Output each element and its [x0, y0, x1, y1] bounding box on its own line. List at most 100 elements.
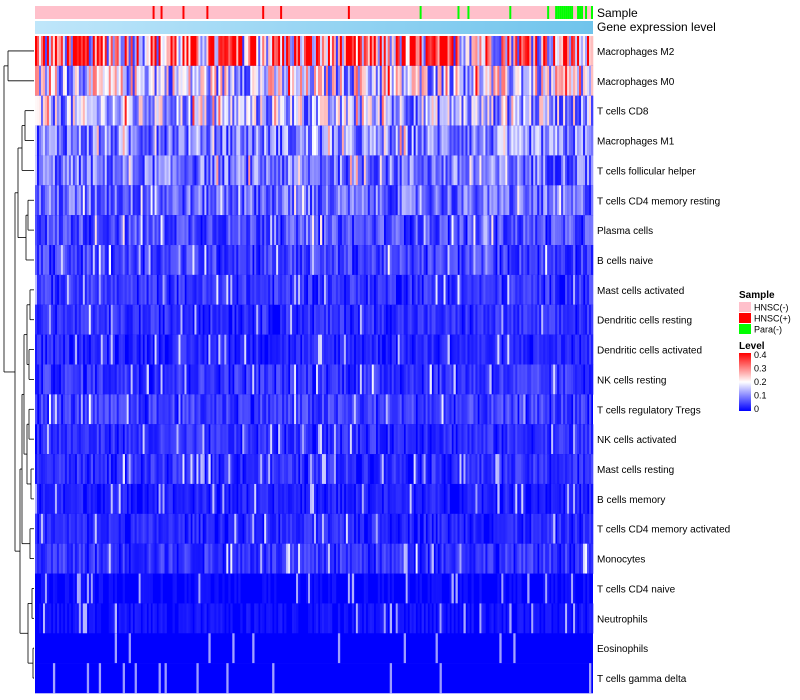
heatmap-cell: [417, 274, 420, 306]
heatmap-cell: [66, 274, 70, 306]
heatmap-cell: [308, 65, 311, 97]
heatmap-cell: [429, 155, 432, 186]
heatmap-cell: [38, 155, 42, 186]
heatmap-cell: [168, 95, 171, 126]
heatmap-cell: [441, 454, 444, 485]
heatmap-cell: [413, 65, 416, 97]
heatmap-cell: [429, 245, 432, 276]
heatmap-cell: [112, 245, 116, 276]
heatmap-cell: [90, 513, 94, 544]
heatmap-cell: [208, 394, 211, 425]
heatmap-cell: [505, 513, 508, 544]
heatmap-cell: [208, 454, 211, 485]
heatmap-cell: [238, 65, 241, 97]
heatmap-cell: [274, 185, 277, 216]
heatmap-cell: [180, 603, 183, 634]
heatmap-cell: [294, 543, 297, 574]
heatmap-cell: [523, 65, 526, 97]
heatmap-cell: [351, 155, 355, 186]
heatmap-cell: [106, 215, 110, 246]
heatmap-cell: [517, 573, 520, 604]
heatmap-cell: [148, 274, 151, 306]
heatmap-cell: [184, 36, 187, 67]
heatmap-cell: [493, 394, 496, 425]
heatmap-cell: [545, 65, 548, 97]
heatmap-cell: [308, 573, 311, 604]
heatmap-cell: [274, 155, 277, 186]
heatmap-cell: [485, 334, 488, 365]
heatmap-cell: [46, 36, 50, 67]
heatmap-cell: [579, 155, 582, 186]
heatmap-cell: [341, 245, 345, 276]
heatmap-cell: [581, 394, 584, 425]
heatmap-cell: [270, 36, 273, 67]
heatmap-cell: [339, 274, 343, 306]
heatmap-cell: [479, 573, 482, 604]
heatmap-cell: [122, 215, 125, 246]
heatmap-cell: [535, 215, 538, 246]
heatmap-cell: [523, 424, 526, 455]
heatmap-cell: [503, 543, 506, 574]
heatmap-cell: [276, 125, 279, 156]
heatmap-cell: [282, 215, 285, 246]
heatmap-cell: [365, 65, 369, 97]
heatmap-cell: [457, 364, 460, 395]
heatmap-cell: [186, 603, 189, 634]
heatmap-cell: [216, 125, 219, 156]
heatmap-cell: [96, 364, 100, 395]
heatmap-cell: [98, 65, 102, 97]
heatmap-cell: [591, 424, 594, 455]
heatmap-cell: [355, 274, 359, 306]
heatmap-cell: [489, 543, 492, 574]
heatmap-cell: [341, 334, 345, 365]
heatmap-cell: [62, 424, 66, 455]
heatmap-cell: [329, 155, 333, 186]
heatmap-cell: [451, 245, 454, 276]
heatmap-cell: [76, 424, 80, 455]
heatmap-cell: [40, 95, 44, 126]
heatmap-cell: [244, 513, 247, 544]
heatmap-cell: [232, 424, 235, 455]
heatmap-cell: [347, 543, 351, 574]
heatmap-cell: [343, 65, 347, 97]
heatmap-cell: [553, 125, 556, 156]
heatmap-cell: [545, 364, 548, 395]
heatmap-cell: [246, 394, 249, 425]
heatmap-cell: [513, 95, 516, 126]
heatmap-cell: [349, 543, 353, 574]
heatmap-cell: [268, 334, 271, 365]
heatmap-cell: [565, 95, 568, 126]
heatmap-cell: [573, 424, 576, 455]
heatmap-cell: [575, 185, 578, 216]
heatmap-cell: [483, 125, 486, 156]
heatmap-cell: [172, 274, 175, 306]
row-dendrogram: [3, 50, 34, 679]
heatmap-cell: [114, 245, 117, 276]
heatmap-cell: [82, 603, 86, 634]
heatmap-cell: [286, 36, 289, 67]
heatmap-cell: [393, 95, 396, 126]
heatmap-cell: [124, 483, 127, 515]
heatmap-cell: [282, 394, 285, 425]
heatmap-cell: [250, 245, 253, 276]
heatmap-cell: [148, 394, 151, 425]
heatmap-cell: [501, 95, 504, 126]
heatmap-cell: [515, 185, 518, 216]
heatmap-cell: [242, 543, 245, 574]
heatmap-cell: [152, 215, 155, 246]
heatmap-cell: [347, 245, 351, 276]
heatmap-cell: [238, 125, 241, 156]
heatmap-cell: [403, 483, 406, 515]
heatmap-cell: [156, 245, 159, 276]
heatmap-cell: [132, 513, 135, 544]
heatmap-cell: [170, 65, 173, 97]
heatmap-cell: [455, 454, 458, 485]
heatmap-cell: [473, 454, 476, 485]
heatmap-cell: [274, 215, 277, 246]
heatmap-cell: [433, 454, 436, 485]
heatmap-body: [35, 36, 594, 694]
heatmap-cell: [493, 125, 496, 156]
heatmap-cell: [383, 543, 387, 574]
heatmap-cell: [449, 543, 452, 574]
heatmap-cell: [94, 394, 98, 425]
